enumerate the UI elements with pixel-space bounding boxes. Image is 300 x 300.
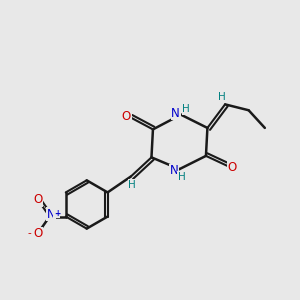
- Text: O: O: [228, 161, 237, 174]
- Text: O: O: [33, 227, 42, 240]
- Text: N: N: [47, 208, 56, 221]
- Text: H: H: [178, 172, 186, 182]
- Text: N: N: [171, 107, 180, 120]
- Text: +: +: [54, 209, 60, 218]
- Text: -: -: [28, 228, 32, 238]
- Text: H: H: [218, 92, 225, 102]
- Text: O: O: [122, 110, 131, 123]
- Text: H: H: [182, 104, 190, 114]
- Text: N: N: [170, 164, 178, 177]
- Text: O: O: [33, 193, 42, 206]
- Text: H: H: [128, 180, 136, 190]
